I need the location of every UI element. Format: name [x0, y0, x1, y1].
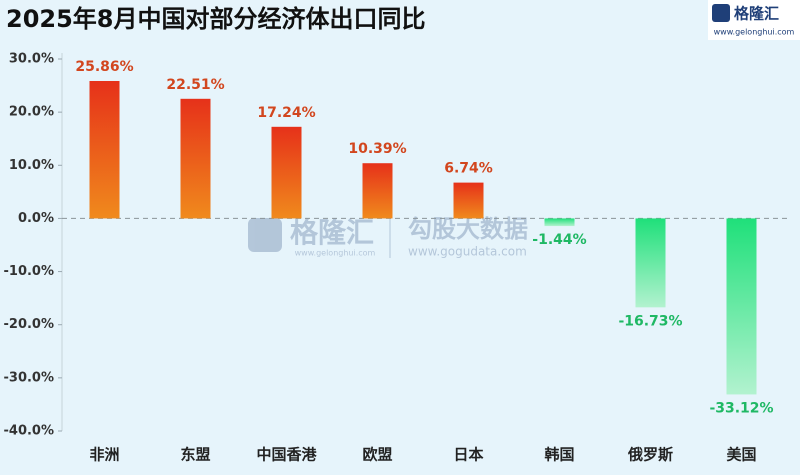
- y-tick-label: -30.0%: [4, 370, 55, 385]
- x-tick-label: 俄罗斯: [627, 446, 673, 464]
- bar: [726, 218, 757, 395]
- bar: [180, 98, 211, 219]
- value-label: 17.24%: [257, 105, 315, 121]
- value-label: -33.12%: [709, 400, 773, 416]
- logo-url: www.gelonghui.com: [714, 28, 795, 37]
- watermark-url: www.gelonghui.com: [295, 249, 376, 258]
- x-tick-label: 美国: [726, 446, 756, 464]
- bar: [362, 163, 393, 219]
- y-tick-label: -40.0%: [4, 424, 55, 439]
- x-tick-label: 欧盟: [362, 446, 392, 464]
- x-tick-label: 韩国: [544, 446, 574, 464]
- x-tick-label: 中国香港: [256, 446, 317, 464]
- y-tick-label: 0.0%: [18, 211, 54, 226]
- bar: [544, 218, 575, 227]
- x-tick-label: 日本: [453, 446, 483, 464]
- watermark-text: 格隆汇: [290, 216, 374, 249]
- y-tick-label: -10.0%: [4, 264, 55, 279]
- bar: [453, 182, 484, 219]
- bar: [271, 126, 302, 219]
- chart-title: 2025年8月中国对部分经济体出口同比: [6, 5, 426, 33]
- watermark-url: www.gogudata.com: [408, 245, 527, 259]
- bar: [89, 81, 120, 219]
- value-label: 25.86%: [75, 59, 133, 75]
- watermark: 格隆汇 www.gelonghui.com 勾股大数据 www.gogudata…: [248, 215, 528, 259]
- x-tick-label: 东盟: [180, 446, 210, 464]
- value-label: 6.74%: [444, 161, 493, 177]
- y-tick-label: 10.0%: [9, 158, 54, 173]
- value-label: 10.39%: [348, 141, 406, 157]
- value-label: -1.44%: [532, 232, 586, 248]
- watermark-text: 勾股大数据: [408, 215, 528, 243]
- value-label: 22.51%: [166, 77, 224, 93]
- x-tick-label: 非洲: [89, 446, 119, 464]
- y-tick-label: 20.0%: [9, 105, 54, 120]
- bar: [635, 218, 666, 308]
- value-label: -16.73%: [618, 313, 682, 329]
- logo-text: 格隆汇: [734, 5, 779, 23]
- watermark-icon: [248, 218, 282, 252]
- y-tick-label: 30.0%: [9, 52, 54, 67]
- y-tick-label: -20.0%: [4, 317, 55, 332]
- logo-icon: [712, 4, 730, 22]
